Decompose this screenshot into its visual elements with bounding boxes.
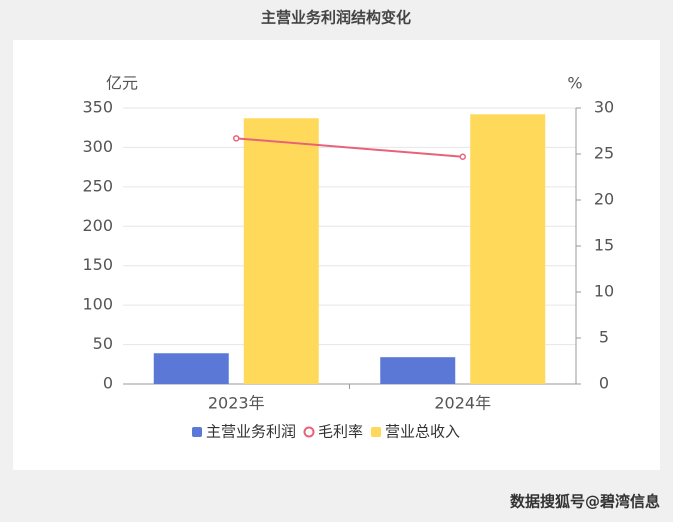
- y2-tick-label: 25: [594, 144, 614, 163]
- legend-marker: [303, 426, 315, 438]
- chart-title: 主营业务利润结构变化: [261, 9, 411, 27]
- y-axis-label: 亿元: [106, 74, 138, 93]
- legend-marker: [371, 427, 382, 437]
- bar: [243, 118, 319, 384]
- bar: [470, 114, 546, 385]
- legend-marker: [192, 427, 202, 437]
- line-point: [233, 135, 240, 142]
- bar: [380, 357, 456, 384]
- y2-axis-label: %: [567, 74, 582, 93]
- y2-tick-label: 15: [594, 236, 614, 255]
- y2-tick-label: 0: [599, 374, 609, 393]
- bar: [153, 353, 229, 384]
- y-tick-label: 350: [82, 98, 113, 117]
- y-tick-label: 100: [82, 295, 113, 314]
- y2-tick-label: 10: [594, 282, 614, 301]
- panel: [13, 40, 660, 470]
- y2-tick-label: 30: [594, 98, 614, 117]
- y-tick-label: 0: [103, 374, 113, 393]
- y-tick-label: 150: [82, 255, 113, 274]
- line-point: [459, 153, 466, 161]
- x-tick-label: 2023年: [208, 394, 265, 413]
- y-tick-label: 250: [82, 176, 113, 195]
- y2-tick-label: 5: [599, 328, 609, 347]
- legend-label: 主营业务利润: [206, 423, 296, 441]
- line: [236, 137, 463, 158]
- y-tick-label: 200: [82, 216, 113, 235]
- x-tick-label: 2024年: [434, 394, 491, 413]
- y-tick-label: 50: [93, 334, 113, 353]
- y-tick-label: 300: [82, 137, 113, 156]
- source: 数据搜狐号@碧湾信息: [510, 493, 660, 511]
- y2-tick-label: 20: [594, 190, 614, 209]
- legend-label: 营业总收入: [385, 423, 460, 441]
- legend-label: 毛利率: [318, 423, 363, 441]
